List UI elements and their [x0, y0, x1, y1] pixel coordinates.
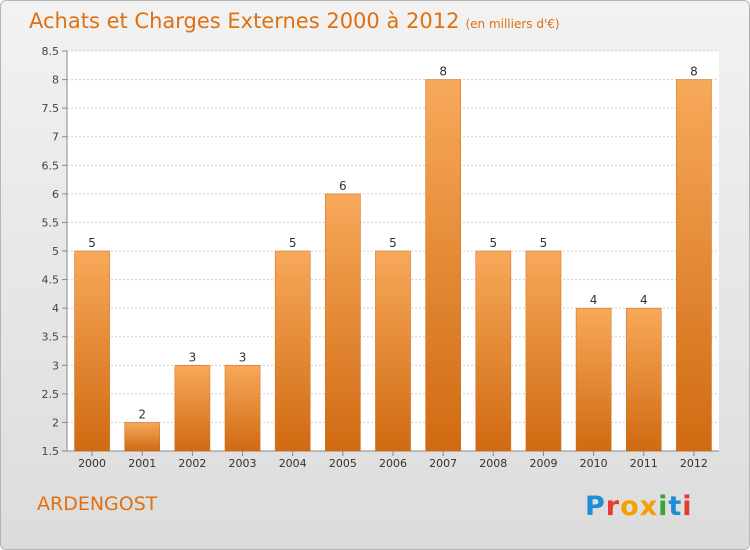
x-tick-label: 2005	[329, 457, 357, 470]
data-label-2003: 3	[239, 350, 247, 364]
logo-letter: t	[668, 491, 683, 522]
bar-2001	[124, 422, 161, 452]
bar-2002	[174, 365, 211, 452]
logo-letter: i	[682, 491, 693, 522]
data-label-2008: 5	[489, 236, 497, 250]
y-tick-label: 4	[52, 302, 59, 315]
y-tick-label: 7	[52, 131, 59, 144]
y-tick-label: 6	[52, 188, 59, 201]
data-label-2009: 5	[540, 236, 548, 250]
chart-title: Achats et Charges Externes 2000 à 2012 (e…	[29, 9, 560, 33]
x-tick-label: 2004	[279, 457, 307, 470]
x-tick-label: 2003	[229, 457, 257, 470]
bar-2004	[274, 250, 311, 452]
proxiti-logo: Proxiti	[585, 491, 693, 522]
bar-2003	[224, 365, 261, 452]
chart-title-text: Achats et Charges Externes 2000 à 2012	[29, 9, 460, 33]
data-label-2007: 8	[439, 65, 447, 79]
logo-letter: P	[585, 491, 606, 522]
bar-2000	[74, 250, 110, 452]
x-tick-label: 2007	[429, 457, 457, 470]
y-tick-label: 1.5	[42, 445, 60, 458]
x-tick-label: 2011	[630, 457, 658, 470]
y-tick-label: 7.5	[42, 102, 60, 115]
bar-2007	[425, 79, 461, 452]
logo-letter: r	[605, 491, 621, 522]
data-label-2002: 3	[189, 350, 197, 364]
y-tick-label: 3	[52, 359, 59, 372]
y-tick-label: 6.5	[42, 159, 60, 172]
place-name: ARDENGOST	[37, 493, 158, 515]
x-tick-label: 2001	[128, 457, 156, 470]
y-tick-label: 8	[52, 74, 59, 87]
data-label-2011: 4	[640, 293, 648, 307]
data-label-2004: 5	[289, 236, 297, 250]
bar-2010	[575, 307, 612, 452]
x-tick-label: 2006	[379, 457, 407, 470]
x-tick-label: 2002	[178, 457, 206, 470]
logo-letter: i	[658, 491, 669, 522]
data-label-2001: 2	[138, 407, 146, 421]
bar-2009	[525, 250, 562, 452]
data-label-2005: 6	[339, 179, 347, 193]
x-tick-label: 2010	[580, 457, 608, 470]
bar-2012	[676, 79, 712, 452]
bar-2008	[475, 250, 512, 452]
y-tick-label: 3.5	[42, 331, 60, 344]
x-tick-label: 2009	[529, 457, 557, 470]
unit-note: (en milliers d'€)	[465, 17, 560, 31]
data-label-2000: 5	[88, 236, 96, 250]
bar-2006	[375, 250, 411, 452]
bar-2005	[325, 193, 361, 452]
x-tick-label: 2008	[479, 457, 507, 470]
logo-letter: o	[620, 491, 640, 522]
y-tick-label: 8.5	[42, 45, 60, 58]
y-tick-label: 4.5	[42, 274, 60, 287]
logo-letter: x	[639, 491, 659, 522]
y-tick-label: 2	[52, 416, 59, 429]
x-tick-label: 2012	[680, 457, 708, 470]
y-tick-label: 5	[52, 245, 59, 258]
bar-2011	[625, 307, 662, 452]
y-tick-label: 2.5	[42, 388, 60, 401]
x-tick-label: 2000	[78, 457, 106, 470]
data-label-2012: 8	[690, 65, 698, 79]
data-label-2010: 4	[590, 293, 598, 307]
data-label-2006: 5	[389, 236, 397, 250]
y-tick-label: 5.5	[42, 216, 60, 229]
